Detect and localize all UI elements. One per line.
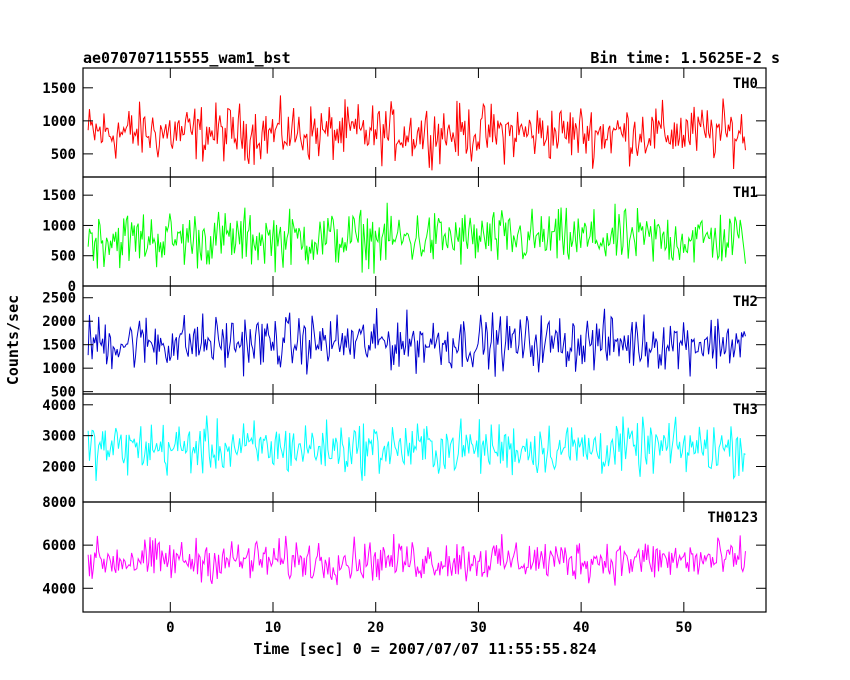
panel-th1: 0 500 1000 1500 TH1	[42, 176, 767, 295]
series-line-th2	[87, 308, 746, 377]
y-tick-label: 3000	[42, 429, 76, 445]
y-tick-label: 4000	[42, 398, 76, 414]
y-tick-label: 4000	[42, 581, 76, 597]
y-tick-label: 2000	[42, 314, 76, 330]
y-tick-label: 1000	[42, 114, 76, 130]
panels-group: 500 1000 1500 TH0 0 500 1000 1500 TH1 500 1000 1500…	[42, 67, 767, 613]
panel-label-th3: TH3	[733, 402, 758, 418]
y-tick-label: 500	[51, 385, 76, 401]
panel-label-th0123: TH0123	[707, 510, 758, 526]
y-tick-label: 500	[51, 147, 76, 163]
panel-th0: 500 1000 1500 TH0	[42, 67, 767, 178]
y-tick-label: 8000	[42, 495, 76, 511]
series-line-th1	[87, 202, 746, 274]
panel-label-th0: TH0	[733, 76, 758, 92]
y-tick-label: 1000	[42, 218, 76, 234]
series-line-th0123	[87, 533, 746, 586]
panel-label-th2: TH2	[733, 294, 758, 310]
x-tick-label: 50	[675, 620, 692, 636]
x-tick-label: 10	[265, 620, 282, 636]
y-tick-label: 1500	[42, 338, 76, 354]
y-tick-label: 1500	[42, 188, 76, 204]
chart-title-right: Bin time: 1.5625E-2 s	[590, 49, 780, 67]
panel-th2: 500 1000 1500 2000 2500 TH2	[42, 285, 767, 401]
panel-frame	[82, 501, 767, 613]
y-tick-label: 6000	[42, 538, 76, 554]
y-tick-label: 0	[68, 279, 76, 295]
x-axis: 0 10 20 30 40 50	[166, 620, 692, 636]
y-tick-label: 1000	[42, 361, 76, 377]
x-tick-label: 30	[470, 620, 487, 636]
panel-frame	[82, 176, 767, 287]
x-tick-label: 20	[367, 620, 384, 636]
series-line-th0	[87, 95, 746, 171]
x-axis-label: Time [sec] 0 = 2007/07/07 11:55:55.824	[253, 640, 596, 658]
x-tick-label: 40	[573, 620, 590, 636]
y-tick-label: 500	[51, 249, 76, 265]
chart-title-left: ae070707115555_wam1_bst	[83, 49, 291, 67]
y-tick-label: 2500	[42, 291, 76, 307]
panel-label-th1: TH1	[733, 185, 758, 201]
y-tick-label: 2000	[42, 460, 76, 476]
series-line-th3	[87, 415, 746, 481]
y-tick-label: 1500	[42, 81, 76, 97]
y-axis-label: Counts/sec	[4, 295, 22, 385]
panel-th0123: 4000 6000 8000 TH0123	[42, 495, 767, 613]
panel-th3: 2000 3000 4000 TH3	[42, 393, 767, 503]
x-tick-label: 0	[166, 620, 174, 636]
